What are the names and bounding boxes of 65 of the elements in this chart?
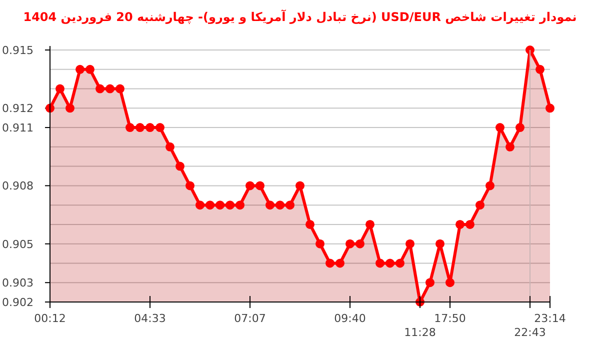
point bbox=[236, 200, 244, 210]
point bbox=[326, 258, 334, 268]
point bbox=[216, 200, 224, 210]
point bbox=[446, 278, 454, 288]
point bbox=[246, 181, 254, 190]
y-tick-label: 0.908 bbox=[2, 180, 34, 193]
point bbox=[336, 258, 344, 268]
point bbox=[166, 142, 174, 152]
x-tick-label: 09:40 bbox=[334, 312, 366, 325]
point bbox=[116, 84, 124, 94]
point bbox=[226, 200, 234, 210]
y-tick-label: 0.911 bbox=[2, 122, 34, 135]
y-tick-label: 0.905 bbox=[2, 238, 34, 251]
point bbox=[546, 104, 554, 113]
point bbox=[486, 181, 494, 190]
point bbox=[206, 200, 214, 210]
point bbox=[286, 200, 294, 210]
point bbox=[516, 123, 524, 132]
x-tick-label: 00:12 bbox=[34, 312, 66, 325]
point bbox=[476, 200, 484, 210]
point bbox=[106, 84, 114, 94]
point bbox=[156, 123, 164, 132]
point bbox=[186, 181, 194, 190]
x-tick-label: 17:50 bbox=[434, 312, 466, 325]
point bbox=[136, 123, 144, 132]
point bbox=[266, 200, 274, 210]
point bbox=[536, 64, 544, 74]
point bbox=[56, 84, 64, 94]
point bbox=[146, 123, 154, 132]
point bbox=[376, 258, 384, 268]
point bbox=[316, 239, 324, 248]
point bbox=[506, 142, 514, 152]
point bbox=[66, 104, 74, 113]
x-tick-label: 23:14 bbox=[534, 312, 566, 325]
point bbox=[306, 220, 314, 229]
x-tick-label: 11:28 bbox=[404, 326, 436, 339]
y-tick-label: 0.902 bbox=[2, 296, 34, 309]
chart-title: نمودار تغییرات شاخص USD/EUR (نرخ تبادل دلار آمریکا و یورو)- چهارشنبه 20 فروردین 1404 bbox=[23, 9, 577, 24]
y-tick-label: 0.915 bbox=[2, 44, 34, 57]
point bbox=[356, 239, 364, 248]
point bbox=[436, 239, 444, 248]
x-tick-label: 04:33 bbox=[134, 312, 166, 325]
point bbox=[76, 64, 84, 74]
point bbox=[406, 239, 414, 248]
point bbox=[526, 46, 534, 54]
y-tick-label: 0.903 bbox=[2, 276, 34, 290]
point bbox=[296, 181, 304, 190]
x-tick-label: 22:43 bbox=[514, 326, 546, 339]
point bbox=[426, 278, 434, 288]
point bbox=[466, 220, 474, 229]
x-tick-label: 07:07 bbox=[234, 312, 266, 325]
point bbox=[386, 258, 394, 268]
point bbox=[196, 200, 204, 210]
point bbox=[96, 84, 104, 94]
point bbox=[86, 64, 94, 74]
point bbox=[456, 220, 464, 229]
y-tick-label: 0.912 bbox=[2, 102, 34, 116]
point bbox=[276, 200, 284, 210]
point bbox=[176, 162, 184, 171]
point bbox=[126, 123, 134, 132]
point bbox=[396, 258, 404, 268]
point bbox=[256, 181, 264, 190]
point bbox=[366, 220, 374, 229]
point bbox=[346, 239, 354, 248]
point bbox=[496, 123, 504, 132]
